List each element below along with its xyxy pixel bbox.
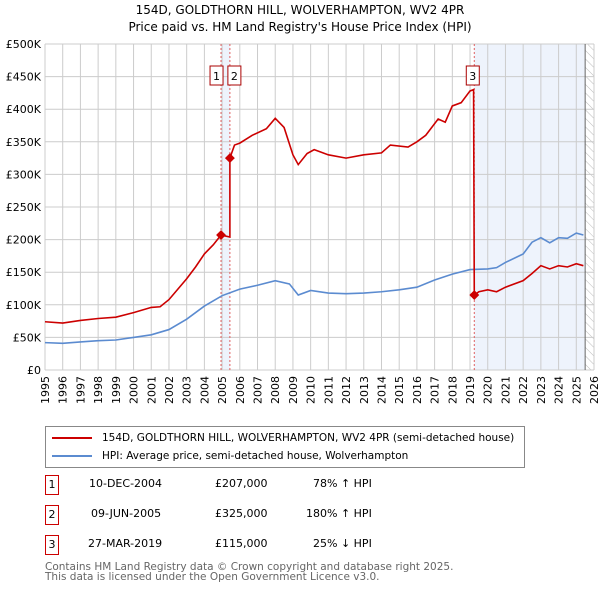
x-tick-label: 2017 xyxy=(429,376,442,404)
x-tick-label: 2012 xyxy=(340,376,353,404)
y-tick-label: £0 xyxy=(27,364,41,377)
sale-row: 1 10-DEC-2004 £207,000 78% ↑ HPI xyxy=(45,475,445,495)
sale-price: £325,000 xyxy=(215,507,268,520)
x-tick-label: 2025 xyxy=(570,376,583,404)
x-tick-label: 2026 xyxy=(588,376,600,404)
sale-label: 3 xyxy=(469,70,476,83)
series-line xyxy=(44,88,584,324)
x-tick-label: 2015 xyxy=(393,376,406,404)
sale-point xyxy=(224,153,235,164)
sale-date: 09-JUN-2005 xyxy=(91,507,162,520)
sale-point xyxy=(469,290,480,300)
x-tick-label: 2000 xyxy=(128,376,141,404)
x-tick-label: 2010 xyxy=(305,376,318,404)
chart-subtitle: Price paid vs. HM Land Registry's House … xyxy=(128,20,472,34)
x-tick-label: 2023 xyxy=(535,376,548,404)
x-tick-label: 1999 xyxy=(110,376,123,404)
sale-label-box xyxy=(465,65,480,86)
x-tick-label: 2004 xyxy=(198,376,211,404)
x-tick-label: 1997 xyxy=(74,376,87,404)
x-tick-label: 1998 xyxy=(92,376,105,404)
sale-row: 3 27-MAR-2019 £115,000 25% ↓ HPI xyxy=(45,535,445,555)
sale-price: £207,000 xyxy=(215,477,268,490)
sale-hpi: 180% ↑ HPI xyxy=(306,507,372,520)
chart-title: 154D, GOLDTHORN HILL, WOLVERHAMPTON, WV2… xyxy=(135,3,465,17)
sale-label: 1 xyxy=(213,70,220,83)
x-tick-label: 2019 xyxy=(464,376,477,404)
x-tick-label: 1996 xyxy=(57,376,70,404)
x-tick-label: 2018 xyxy=(446,376,459,404)
y-tick-label: £450K xyxy=(6,71,42,84)
x-tick-label: 2006 xyxy=(234,376,247,404)
y-tick-label: £400K xyxy=(6,103,42,116)
sale-hpi: 78% ↑ HPI xyxy=(313,477,372,490)
x-tick-label: 2020 xyxy=(482,376,495,404)
footer: Contains HM Land Registry data © Crown c… xyxy=(45,561,454,583)
y-tick-label: £200K xyxy=(6,234,42,247)
sale-label: 2 xyxy=(231,70,238,83)
x-tick-label: 2014 xyxy=(375,376,388,404)
y-tick-label: £100K xyxy=(6,299,42,312)
sale-hpi: 25% ↓ HPI xyxy=(313,537,372,550)
x-tick-label: 2005 xyxy=(216,376,229,404)
legend-label: 154D, GOLDTHORN HILL, WOLVERHAMPTON, WV2… xyxy=(102,432,515,444)
y-tick-label: £350K xyxy=(6,136,42,149)
sale-number: 2 xyxy=(45,505,59,525)
sale-number: 3 xyxy=(45,535,59,555)
x-tick-label: 2002 xyxy=(163,376,176,404)
y-tick-label: £500K xyxy=(6,38,42,51)
x-tick-label: 2022 xyxy=(517,376,530,404)
legend-label: HPI: Average price, semi-detached house,… xyxy=(102,450,409,462)
sale-date: 10-DEC-2004 xyxy=(89,477,163,490)
x-tick-label: 2001 xyxy=(145,376,158,404)
x-tick-label: 2009 xyxy=(287,376,300,404)
legend-item-property: 154D, GOLDTHORN HILL, WOLVERHAMPTON, WV2… xyxy=(52,429,514,447)
sale-label-box xyxy=(227,65,242,86)
price-chart: 1 2 3 1995 1996 1997 1998 1999 2000 2001 2002 2003 2… xyxy=(6,38,600,404)
legend-item-hpi: HPI: Average price, semi-detached house,… xyxy=(52,447,408,465)
footer-line: This data is licensed under the Open Gov… xyxy=(45,571,380,583)
x-tick-label: 1995 xyxy=(39,376,52,404)
y-tick-label: £250K xyxy=(6,201,42,214)
y-tick-label: £50K xyxy=(13,331,42,344)
footer-line: Contains HM Land Registry data © Crown c… xyxy=(45,561,454,573)
legend: 154D, GOLDTHORN HILL, WOLVERHAMPTON, WV2… xyxy=(45,426,525,468)
sale-number: 1 xyxy=(45,475,59,495)
sale-date: 27-MAR-2019 xyxy=(88,537,163,550)
x-tick-label: 2016 xyxy=(411,376,424,404)
y-tick-label: £150K xyxy=(6,266,42,279)
x-tick-label: 2008 xyxy=(269,376,282,404)
x-tick-label: 2003 xyxy=(181,376,194,404)
x-tick-label: 2007 xyxy=(252,376,265,404)
sale-price: £115,000 xyxy=(215,537,268,550)
sale-label-box xyxy=(209,65,224,86)
x-tick-label: 2013 xyxy=(358,376,371,404)
sale-row: 2 09-JUN-2005 £325,000 180% ↑ HPI xyxy=(45,505,445,525)
x-tick-label: 2011 xyxy=(322,376,335,404)
x-tick-label: 2024 xyxy=(553,376,566,404)
sale-point xyxy=(216,230,226,240)
x-tick-label: 2021 xyxy=(499,376,512,404)
series-line xyxy=(44,232,584,345)
y-tick-label: £300K xyxy=(6,168,42,181)
